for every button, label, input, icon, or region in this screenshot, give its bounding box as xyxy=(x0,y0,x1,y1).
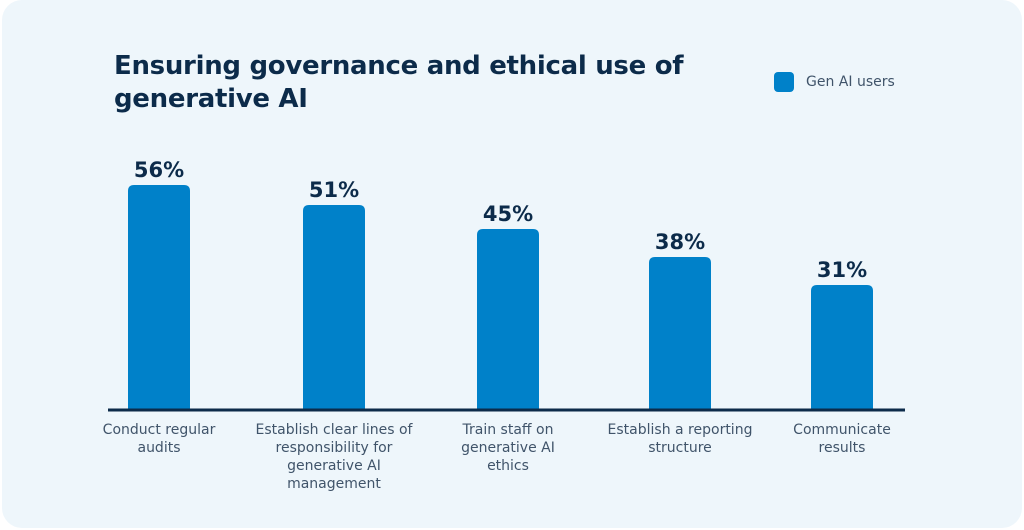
category-labels-group: Conduct regular audits Establish clear lin… xyxy=(103,422,891,492)
category-label: Communicate results xyxy=(793,422,891,456)
bar xyxy=(477,229,539,409)
bar xyxy=(128,185,190,409)
bars-group: 56% 51% 45% 38% 31% xyxy=(128,158,873,409)
chart-title: Ensuring governance and ethical use of g… xyxy=(114,51,684,114)
bar-value-label: 31% xyxy=(817,258,867,282)
bar-value-label: 51% xyxy=(309,178,359,202)
bar-value-label: 45% xyxy=(483,202,533,226)
bar xyxy=(649,257,711,409)
category-label: Conduct regular audits xyxy=(103,422,216,456)
category-label: Establish clear lines of responsibility f… xyxy=(256,422,414,492)
legend-label: Gen AI users xyxy=(806,74,895,90)
category-label: Establish a reporting structure xyxy=(608,422,753,456)
bar xyxy=(303,205,365,409)
legend-swatch xyxy=(774,72,794,92)
bar xyxy=(811,285,873,409)
bar-value-label: 38% xyxy=(655,230,705,254)
bar-value-label: 56% xyxy=(134,158,184,182)
legend: Gen AI users xyxy=(774,72,895,92)
category-label: Train staff on generative AI ethics xyxy=(461,422,555,474)
